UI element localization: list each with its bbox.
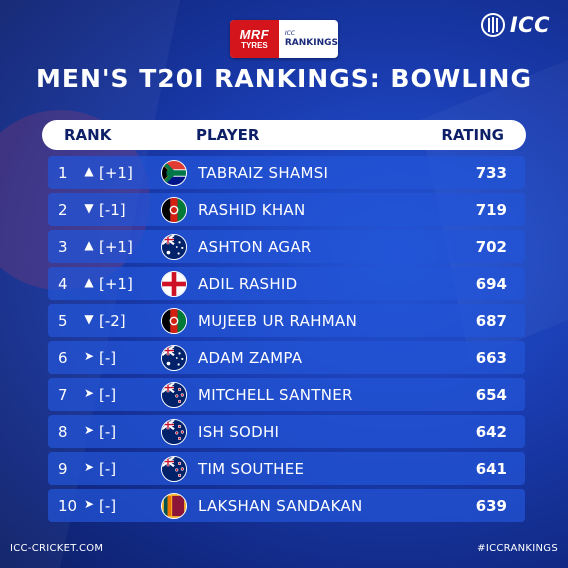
header-player: PLAYER <box>196 126 260 144</box>
movement-icon: ▲ <box>84 164 94 178</box>
tyres-text: TYRES <box>241 41 268 50</box>
rank-number: 7 <box>58 386 68 404</box>
icc-mark-icon <box>480 13 505 37</box>
table-row: 1 ▲ [+1] TABRAIZ SHAMSI 733 <box>48 156 525 189</box>
player-name: TIM SOUTHEE <box>198 460 305 478</box>
footer-website: ICC-CRICKET.COM <box>10 543 104 554</box>
movement-icon: ➤ <box>83 386 95 400</box>
rank-change: [+1] <box>99 238 133 256</box>
rank-change: [-] <box>99 386 117 404</box>
player-name: ISH SODHI <box>198 423 280 441</box>
movement-icon: ▲ <box>84 275 94 289</box>
rank-change: [-] <box>99 497 117 515</box>
page-title: MEN'S T20I RANKINGS: BOWLING <box>36 64 532 93</box>
rank-change: [-] <box>99 423 117 441</box>
table-row: 7 ➤ [-] MITCHELL SANTNER 654 <box>48 378 525 411</box>
rank-number: 6 <box>58 349 68 367</box>
movement-icon: ➤ <box>83 349 95 363</box>
movement-icon: ➤ <box>83 423 95 437</box>
table-row: 4 ▲ [+1] ADIL RASHID 694 <box>48 267 525 300</box>
icc-rankings-logo: ICC RANKINGS <box>279 20 338 58</box>
table-row: 6 ➤ [-] ADAM ZAMPA 663 <box>48 341 525 374</box>
table-row: 10 ➤ [-] LAKSHAN SANDAKAN 639 <box>48 489 525 522</box>
rank-change: [-] <box>99 460 117 478</box>
rank-change: [-2] <box>99 312 126 330</box>
rank-number: 8 <box>58 423 68 441</box>
icc-small-text: ICC <box>284 29 295 37</box>
england-flag-icon <box>161 271 187 297</box>
player-name: MITCHELL SANTNER <box>198 386 353 404</box>
movement-icon: ▲ <box>84 238 94 252</box>
south-africa-flag-icon <box>161 160 187 186</box>
mrf-logo: MRF TYRES <box>230 20 279 58</box>
rating-value: 639 <box>475 497 507 515</box>
new-zealand-flag-icon <box>161 419 187 445</box>
rating-value: 663 <box>475 349 507 367</box>
header-rank: RANK <box>64 126 112 144</box>
rankings-table: 1 ▲ [+1] TABRAIZ SHAMSI 733 2 ▼ [-1] RAS… <box>48 156 525 526</box>
australia-flag-icon <box>161 234 187 260</box>
table-row: 8 ➤ [-] ISH SODHI 642 <box>48 415 525 448</box>
movement-icon: ➤ <box>83 497 95 511</box>
rank-change: [-1] <box>99 201 126 219</box>
rank-number: 5 <box>58 312 68 330</box>
rating-value: 642 <box>475 423 507 441</box>
afghanistan-flag-icon <box>161 308 187 334</box>
footer-hashtag: #ICCRANKINGS <box>477 543 558 554</box>
rating-value: 641 <box>475 460 507 478</box>
sri-lanka-flag-icon <box>161 493 187 519</box>
new-zealand-flag-icon <box>161 382 187 408</box>
player-name: MUJEEB UR RAHMAN <box>198 312 358 330</box>
rank-number: 3 <box>58 238 68 256</box>
afghanistan-flag-icon <box>161 197 187 223</box>
table-row: 2 ▼ [-1] RASHID KHAN 719 <box>48 193 525 226</box>
movement-icon: ➤ <box>83 460 95 474</box>
new-zealand-flag-icon <box>161 456 187 482</box>
header-rating: RATING <box>441 126 504 144</box>
rankings-text: RANKINGS <box>284 37 338 48</box>
rating-value: 702 <box>475 238 507 256</box>
player-name: ASHTON AGAR <box>198 238 312 256</box>
rank-number: 4 <box>58 275 68 293</box>
movement-icon: ▼ <box>84 312 94 326</box>
table-row: 3 ▲ [+1] ASHTON AGAR 702 <box>48 230 525 263</box>
rating-value: 694 <box>475 275 507 293</box>
table-row: 9 ➤ [-] TIM SOUTHEE 641 <box>48 452 525 485</box>
table-header: RANK PLAYER RATING <box>42 120 526 150</box>
icc-logo-text: ICC <box>509 13 550 37</box>
australia-flag-icon <box>161 345 187 371</box>
rank-change: [-] <box>99 349 117 367</box>
rank-change: [+1] <box>99 275 133 293</box>
player-name: TABRAIZ SHAMSI <box>198 164 329 182</box>
rank-number: 1 <box>58 164 68 182</box>
rating-value: 719 <box>475 201 507 219</box>
movement-icon: ▼ <box>84 201 94 215</box>
player-name: ADAM ZAMPA <box>198 349 303 367</box>
sponsor-badge: MRF TYRES ICC RANKINGS <box>230 20 338 58</box>
rank-number: 9 <box>58 460 68 478</box>
icc-logo: ICC <box>480 12 550 38</box>
rating-value: 733 <box>475 164 507 182</box>
rank-change: [+1] <box>99 164 133 182</box>
player-name: LAKSHAN SANDAKAN <box>198 497 363 515</box>
rank-number: 10 <box>58 497 78 515</box>
rating-value: 687 <box>475 312 507 330</box>
player-name: RASHID KHAN <box>198 201 306 219</box>
mrf-text: MRF <box>239 27 270 42</box>
rank-number: 2 <box>58 201 68 219</box>
table-row: 5 ▼ [-2] MUJEEB UR RAHMAN 687 <box>48 304 525 337</box>
rating-value: 654 <box>475 386 507 404</box>
player-name: ADIL RASHID <box>198 275 298 293</box>
